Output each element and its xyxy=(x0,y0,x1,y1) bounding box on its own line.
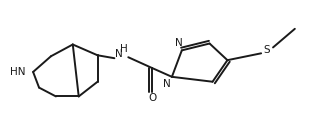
Text: N: N xyxy=(163,79,171,89)
Text: N: N xyxy=(175,38,183,48)
Text: N: N xyxy=(116,49,123,59)
Text: S: S xyxy=(264,45,270,55)
Text: O: O xyxy=(148,93,156,103)
Text: HN: HN xyxy=(11,67,26,77)
Text: H: H xyxy=(120,44,128,54)
